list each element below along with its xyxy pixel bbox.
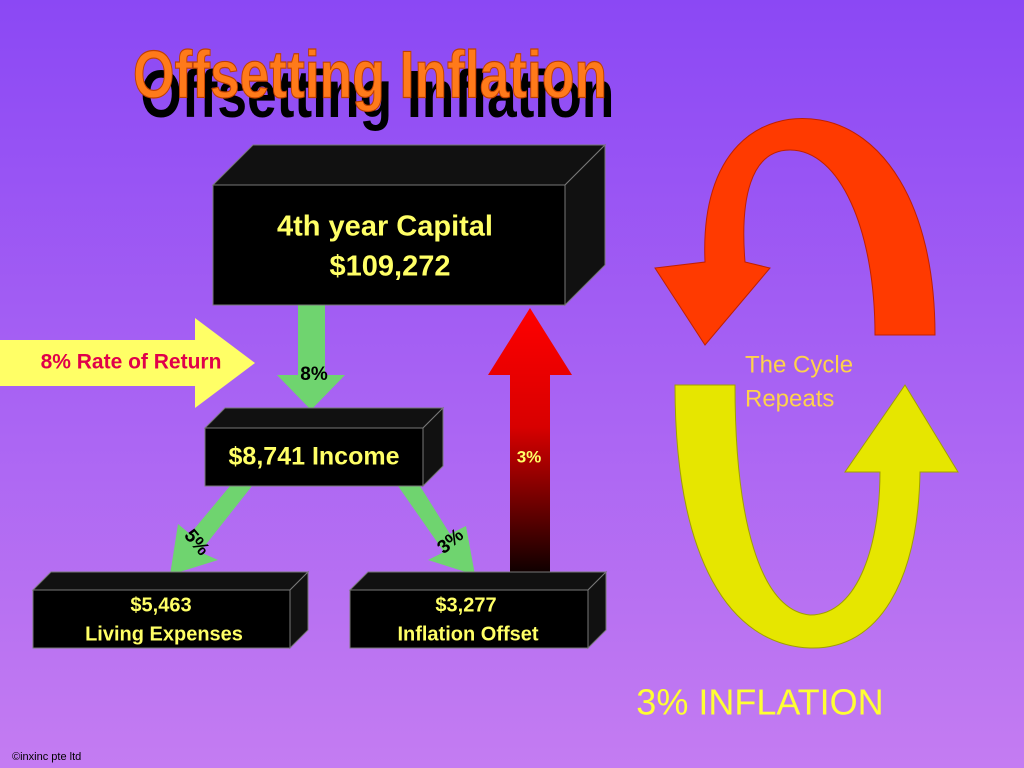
- cycle-caption: 3% INFLATION: [636, 682, 883, 723]
- arrow-label: 8% Rate of Return: [41, 351, 222, 374]
- node-line: $109,272: [330, 251, 451, 283]
- node-line: $5,463: [130, 594, 191, 616]
- box-capital: [211, 143, 607, 307]
- arrow-living: [170, 486, 252, 575]
- cycle-arrow-red: [654, 118, 936, 346]
- node-line: Inflation Offset: [397, 623, 538, 645]
- node-line: 4th year Capital: [277, 211, 493, 243]
- footer: ©inxinc pte ltd: [12, 751, 81, 763]
- box-income: [203, 406, 445, 488]
- cycle-arrow-yellow: [674, 384, 959, 649]
- arrow-up: [488, 308, 572, 572]
- node-line: Living Expenses: [85, 623, 243, 645]
- node-line: $3,277: [435, 594, 496, 616]
- arrow-down: [277, 305, 345, 410]
- title-group: Offsetting Inflation Offsetting Inflatio…: [132, 36, 614, 131]
- arrow-label: 3%: [517, 447, 542, 466]
- node-line: $8,741 Income: [229, 443, 400, 471]
- arrow-label: 8%: [300, 364, 328, 385]
- cycle-text: The Cycle: [745, 351, 853, 378]
- arrow-return: [0, 318, 255, 408]
- box-living: [31, 570, 310, 650]
- arrow-offset: [398, 486, 475, 575]
- title: Offsetting Inflation: [133, 37, 607, 112]
- title-shadow: Offsetting Inflation: [140, 56, 614, 131]
- cycle-text: Repeats: [745, 385, 834, 412]
- box-offset: [348, 570, 608, 650]
